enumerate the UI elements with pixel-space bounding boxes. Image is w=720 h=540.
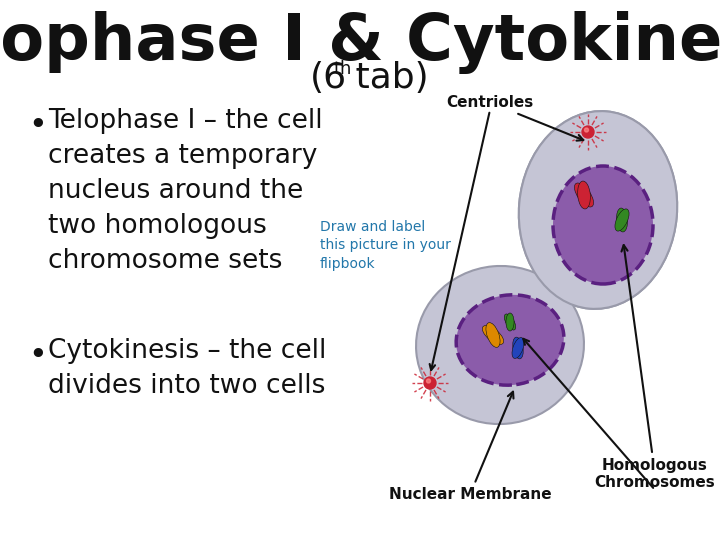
Text: •: •	[28, 340, 47, 371]
Text: •: •	[28, 110, 47, 141]
Ellipse shape	[615, 209, 629, 231]
Text: Telophase I – the cell
creates a temporary
nucleus around the
two homologous
chr: Telophase I – the cell creates a tempora…	[48, 108, 323, 274]
Ellipse shape	[616, 208, 628, 232]
Ellipse shape	[504, 314, 516, 330]
Text: Centrioles: Centrioles	[446, 95, 583, 140]
Ellipse shape	[513, 337, 523, 359]
Text: (6: (6	[310, 61, 347, 95]
Text: tab): tab)	[344, 61, 428, 95]
Ellipse shape	[456, 295, 564, 385]
Ellipse shape	[506, 313, 514, 331]
Ellipse shape	[519, 111, 678, 309]
Circle shape	[582, 126, 594, 138]
Text: th: th	[334, 60, 352, 78]
Text: Cytokinesis – the cell
divides into two cells: Cytokinesis – the cell divides into two …	[48, 338, 326, 399]
Ellipse shape	[575, 183, 593, 207]
Text: Draw and label
this picture in your
flipbook: Draw and label this picture in your flip…	[320, 220, 451, 271]
Circle shape	[424, 377, 436, 389]
Circle shape	[426, 379, 431, 383]
Ellipse shape	[553, 166, 653, 284]
Text: Nuclear Membrane: Nuclear Membrane	[389, 392, 552, 502]
Ellipse shape	[416, 266, 584, 424]
Ellipse shape	[486, 322, 500, 347]
Ellipse shape	[577, 181, 590, 209]
Text: Homologous
Chromosomes: Homologous Chromosomes	[595, 245, 716, 490]
Ellipse shape	[512, 338, 524, 359]
Ellipse shape	[519, 111, 678, 309]
Ellipse shape	[482, 326, 504, 345]
Circle shape	[585, 128, 588, 132]
Text: Telophase I & Cytokinesis: Telophase I & Cytokinesis	[0, 11, 720, 75]
